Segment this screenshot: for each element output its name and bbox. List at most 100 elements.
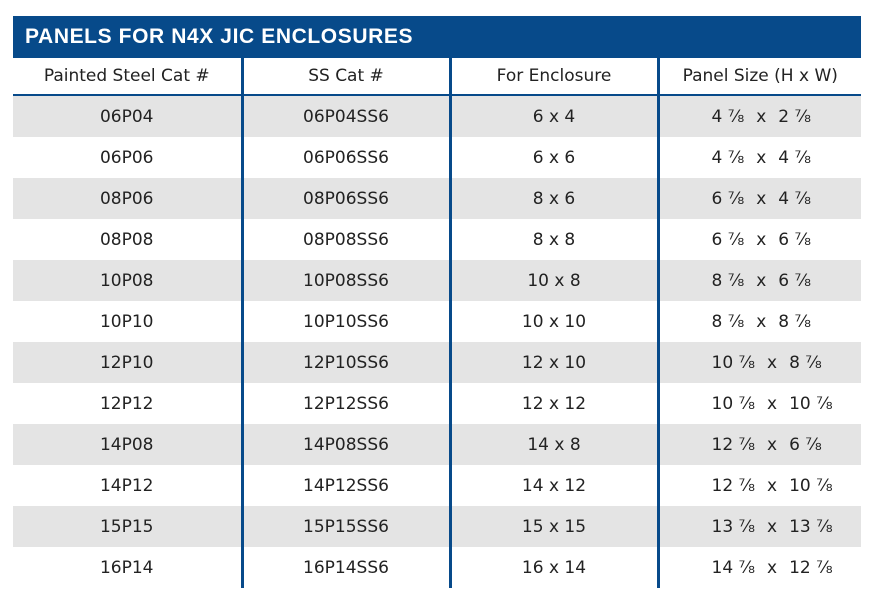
panel-size-cell: 8 ⅞ x 8 ⅞: [658, 301, 861, 342]
panel-size-cell: 10 ⅞ x 8 ⅞: [658, 342, 861, 383]
for-enclosure-cell: 6 x 6: [450, 137, 660, 178]
painted-steel-cat-cell: 12P10: [13, 342, 244, 383]
ss-cat-cell: 08P06SS6: [242, 178, 452, 219]
panel-width: 4 ⅞: [778, 188, 811, 209]
panel-width: 10 ⅞: [789, 393, 833, 414]
for-enclosure-cell: 12 x 10: [450, 342, 660, 383]
times-separator: x: [767, 557, 778, 578]
times-separator: x: [767, 434, 778, 455]
ss-cat-cell: 10P10SS6: [242, 301, 452, 342]
panel-height: 4 ⅞: [711, 147, 745, 168]
panel-height: 13 ⅞: [711, 516, 756, 537]
painted-steel-cat-cell: 16P14: [13, 547, 244, 588]
panel-width: 8 ⅞: [778, 311, 811, 332]
panel-width: 6 ⅞: [789, 434, 822, 455]
for-enclosure-cell: 14 x 12: [450, 465, 660, 506]
for-enclosure-cell: 10 x 10: [450, 301, 660, 342]
painted-steel-cat-cell: 12P12: [13, 383, 244, 424]
panel-size-cell: 12 ⅞ x 10 ⅞: [658, 465, 861, 506]
for-enclosure-cell: 6 x 4: [450, 95, 660, 137]
panel-height: 10 ⅞: [711, 393, 756, 414]
panel-width: 6 ⅞: [778, 270, 811, 291]
times-separator: x: [767, 352, 778, 373]
panel-width: 13 ⅞: [789, 516, 833, 537]
panel-width: 10 ⅞: [789, 475, 833, 496]
for-enclosure-cell: 8 x 8: [450, 219, 660, 260]
painted-steel-cat-cell: 06P06: [13, 137, 244, 178]
column-header-for-enclosure: For Enclosure: [450, 58, 660, 96]
ss-cat-cell: 12P10SS6: [242, 342, 452, 383]
times-separator: x: [767, 475, 778, 496]
panels-table: Painted Steel Cat # SS Cat # For Enclosu…: [13, 58, 861, 588]
column-header-panel-size: Panel Size (H x W): [658, 58, 861, 96]
times-separator: x: [756, 270, 767, 291]
table-row: 14P12 14P12SS6 14 x 12 12 ⅞ x 10 ⅞: [13, 465, 861, 506]
panel-height: 10 ⅞: [711, 352, 756, 373]
panel-width: 2 ⅞: [778, 106, 811, 127]
for-enclosure-cell: 12 x 12: [450, 383, 660, 424]
painted-steel-cat-cell: 06P04: [13, 95, 244, 137]
table-row: 06P06 06P06SS6 6 x 6 4 ⅞ x 4 ⅞: [13, 137, 861, 178]
table-row: 10P08 10P08SS6 10 x 8 8 ⅞ x 6 ⅞: [13, 260, 861, 301]
panel-size-cell: 6 ⅞ x 4 ⅞: [658, 178, 861, 219]
panel-size-cell: 13 ⅞ x 13 ⅞: [658, 506, 861, 547]
table-row: 16P14 16P14SS6 16 x 14 14 ⅞ x 12 ⅞: [13, 547, 861, 588]
table-row: 12P12 12P12SS6 12 x 12 10 ⅞ x 10 ⅞: [13, 383, 861, 424]
panel-width: 8 ⅞: [789, 352, 822, 373]
panel-height: 4 ⅞: [711, 106, 745, 127]
ss-cat-cell: 15P15SS6: [242, 506, 452, 547]
panel-size-cell: 14 ⅞ x 12 ⅞: [658, 547, 861, 588]
table-row: 10P10 10P10SS6 10 x 10 8 ⅞ x 8 ⅞: [13, 301, 861, 342]
panel-height: 6 ⅞: [711, 188, 745, 209]
panel-size-cell: 4 ⅞ x 4 ⅞: [658, 137, 861, 178]
painted-steel-cat-cell: 14P12: [13, 465, 244, 506]
table-row: 06P04 06P04SS6 6 x 4 4 ⅞ x 2 ⅞: [13, 95, 861, 137]
panel-width: 4 ⅞: [778, 147, 811, 168]
ss-cat-cell: 14P12SS6: [242, 465, 452, 506]
panel-size-cell: 8 ⅞ x 6 ⅞: [658, 260, 861, 301]
painted-steel-cat-cell: 10P08: [13, 260, 244, 301]
panel-size-cell: 4 ⅞ x 2 ⅞: [658, 95, 861, 137]
times-separator: x: [756, 106, 767, 127]
for-enclosure-cell: 8 x 6: [450, 178, 660, 219]
column-header-painted-steel-cat: Painted Steel Cat #: [13, 58, 244, 96]
table-row: 08P06 08P06SS6 8 x 6 6 ⅞ x 4 ⅞: [13, 178, 861, 219]
panel-height: 8 ⅞: [711, 311, 745, 332]
panel-height: 14 ⅞: [711, 557, 756, 578]
times-separator: x: [767, 516, 778, 537]
times-separator: x: [756, 229, 767, 250]
column-header-ss-cat: SS Cat #: [242, 58, 452, 96]
times-separator: x: [756, 311, 767, 332]
panel-height: 6 ⅞: [711, 229, 745, 250]
ss-cat-cell: 14P08SS6: [242, 424, 452, 465]
panel-height: 8 ⅞: [711, 270, 745, 291]
for-enclosure-cell: 16 x 14: [450, 547, 660, 588]
ss-cat-cell: 10P08SS6: [242, 260, 452, 301]
ss-cat-cell: 12P12SS6: [242, 383, 452, 424]
painted-steel-cat-cell: 15P15: [13, 506, 244, 547]
painted-steel-cat-cell: 08P06: [13, 178, 244, 219]
ss-cat-cell: 16P14SS6: [242, 547, 452, 588]
times-separator: x: [756, 147, 767, 168]
for-enclosure-cell: 14 x 8: [450, 424, 660, 465]
for-enclosure-cell: 15 x 15: [450, 506, 660, 547]
painted-steel-cat-cell: 08P08: [13, 219, 244, 260]
times-separator: x: [767, 393, 778, 414]
times-separator: x: [756, 188, 767, 209]
painted-steel-cat-cell: 14P08: [13, 424, 244, 465]
panel-width: 6 ⅞: [778, 229, 811, 250]
panel-size-cell: 6 ⅞ x 6 ⅞: [658, 219, 861, 260]
painted-steel-cat-cell: 10P10: [13, 301, 244, 342]
table-title: PANELS FOR N4X JIC ENCLOSURES: [13, 16, 861, 58]
table-row: 15P15 15P15SS6 15 x 15 13 ⅞ x 13 ⅞: [13, 506, 861, 547]
table-row: 14P08 14P08SS6 14 x 8 12 ⅞ x 6 ⅞: [13, 424, 861, 465]
panel-size-cell: 10 ⅞ x 10 ⅞: [658, 383, 861, 424]
panel-width: 12 ⅞: [789, 557, 833, 578]
ss-cat-cell: 06P04SS6: [242, 95, 452, 137]
panels-table-container: PANELS FOR N4X JIC ENCLOSURES Painted St…: [13, 16, 861, 588]
for-enclosure-cell: 10 x 8: [450, 260, 660, 301]
header-row: Painted Steel Cat # SS Cat # For Enclosu…: [13, 58, 861, 96]
panel-height: 12 ⅞: [711, 434, 756, 455]
ss-cat-cell: 06P06SS6: [242, 137, 452, 178]
